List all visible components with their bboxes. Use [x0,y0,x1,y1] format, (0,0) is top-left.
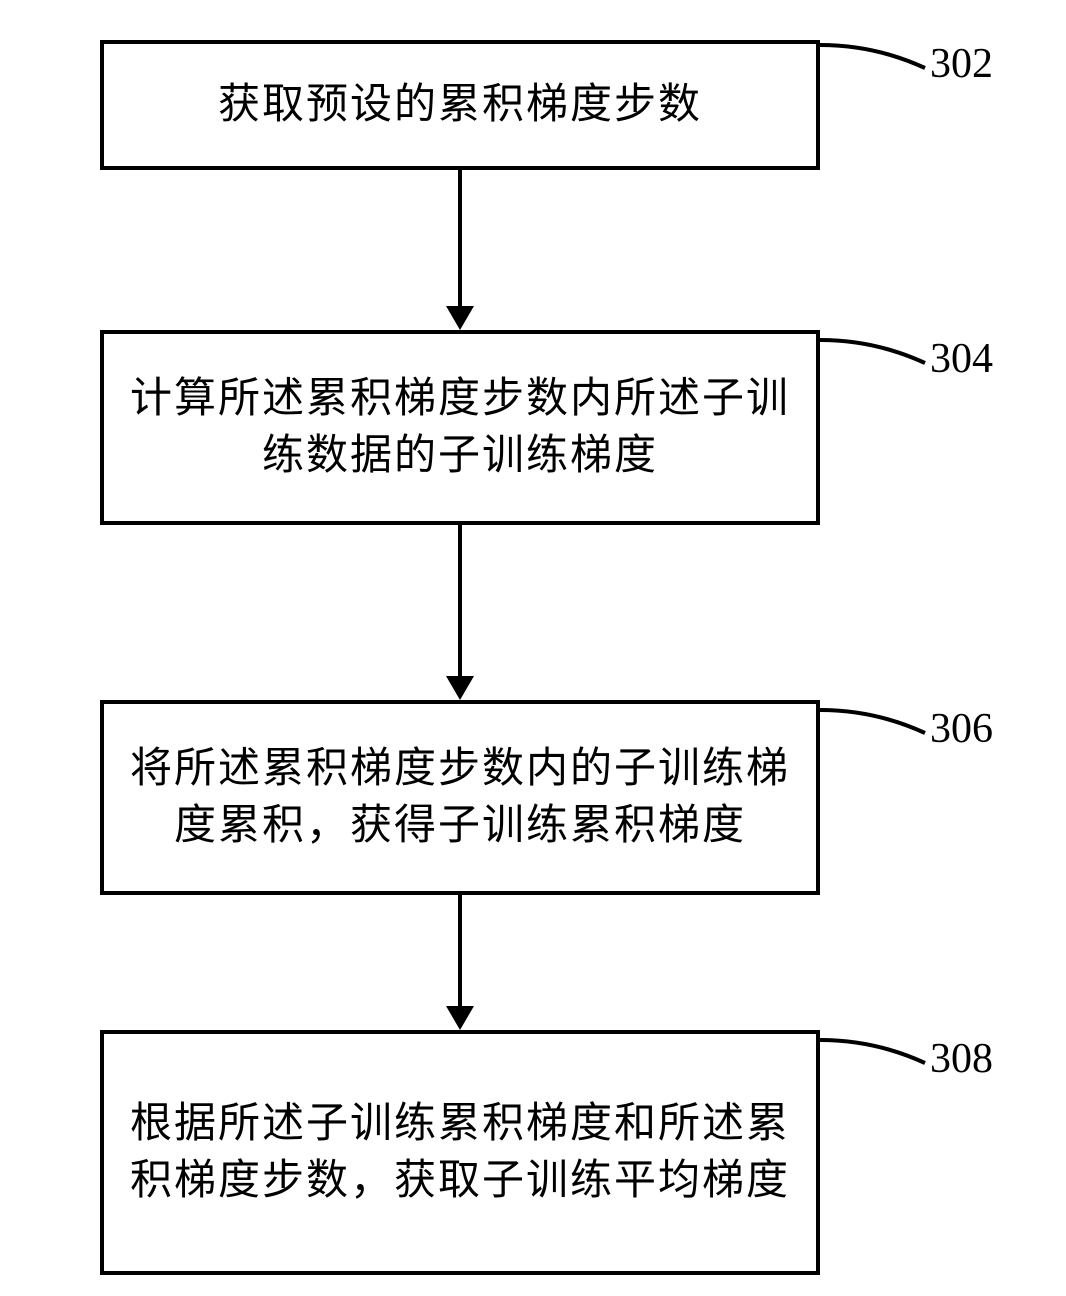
flow-node-4-text: 根据所述子训练累积梯度和所述累积梯度步数，获取子训练平均梯度 [124,1096,796,1209]
flow-node-3-text: 将所述累积梯度步数内的子训练梯度累积，获得子训练累积梯度 [124,741,796,854]
flowchart-canvas: 获取预设的累积梯度步数 302 计算所述累积梯度步数内所述子训练数据的子训练梯度… [0,0,1066,1296]
flow-arrow-1-head [446,306,474,330]
leader-line-4 [820,1035,930,1075]
leader-line-3 [820,705,930,745]
step-label-2: 304 [930,335,993,383]
flow-arrow-3 [458,895,462,1006]
leader-line-2 [820,335,930,375]
flow-node-3: 将所述累积梯度步数内的子训练梯度累积，获得子训练累积梯度 [100,700,820,895]
flow-arrow-2-head [446,676,474,700]
flow-node-1-text: 获取预设的累积梯度步数 [218,77,702,134]
flow-node-1: 获取预设的累积梯度步数 [100,40,820,170]
flow-node-4: 根据所述子训练累积梯度和所述累积梯度步数，获取子训练平均梯度 [100,1030,820,1275]
flow-arrow-1 [458,170,462,306]
step-label-3: 306 [930,705,993,753]
step-label-1: 302 [930,40,993,88]
flow-node-2-text: 计算所述累积梯度步数内所述子训练数据的子训练梯度 [124,371,796,484]
flow-node-2: 计算所述累积梯度步数内所述子训练数据的子训练梯度 [100,330,820,525]
leader-line-1 [820,40,930,80]
flow-arrow-3-head [446,1006,474,1030]
step-label-4: 308 [930,1035,993,1083]
flow-arrow-2 [458,525,462,676]
